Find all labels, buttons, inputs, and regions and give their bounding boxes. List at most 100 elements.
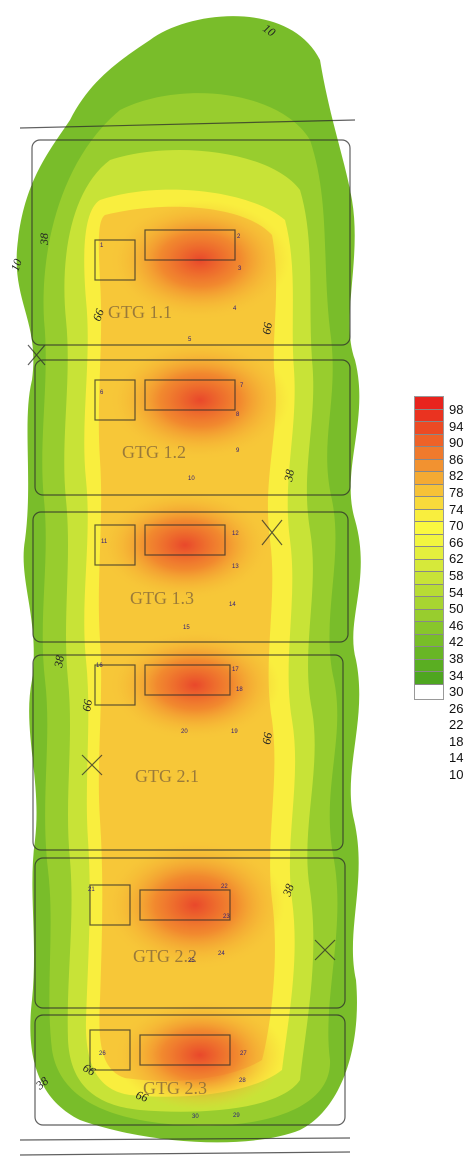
unit-label: GTG 2.2 [133,946,197,966]
unit-label: GTG 2.1 [135,766,199,786]
legend-label: 18 [449,733,464,749]
contour-value-label: 66 [79,698,95,712]
contour-value-label: 66 [134,1088,150,1105]
measurement-point-label: 12 [232,531,239,537]
measurement-point-label: 17 [232,667,239,673]
legend-swatch [415,572,443,585]
measurement-point-label: 28 [239,1078,246,1084]
legend-swatch [415,609,443,622]
legend-swatch [415,422,443,435]
legend-swatch [415,472,443,485]
legend-label: 90 [449,435,464,451]
legend-swatch [415,659,443,672]
legend-label: 66 [449,534,464,550]
contour-value-label: 66 [259,321,275,335]
measurement-point-label: 18 [236,687,243,693]
legend-labels: 98 94 90 86 82 78 74 70 66 62 58 54 50 46 42 38 34 30 26 22… [449,402,468,784]
measurement-point-label: 22 [221,884,228,890]
legend-label: 26 [449,700,464,716]
legend-label: 14 [449,750,464,766]
contour-value-label: 38 [281,468,297,483]
legend-label: 42 [449,634,464,650]
legend-swatch [415,409,443,422]
legend-label: 62 [449,551,464,567]
contour-value-label: 38 [279,882,297,899]
legend-label: 10 [449,767,464,783]
legend-label: 58 [449,567,464,583]
measurement-point-label: 27 [240,1051,247,1057]
legend-label: 94 [449,418,464,434]
legend-swatch [415,484,443,497]
measurement-point-label: 25 [188,958,195,964]
plant-layout [19,119,356,1156]
legend-label: 70 [449,518,464,534]
legend-label: 74 [449,501,464,517]
contour-value-label: 38 [51,654,67,669]
measurement-point-label: 10 [188,476,195,482]
measurement-point-label: 3 [238,266,242,272]
hotspot-gtg-1-3 [100,490,270,600]
legend-swatch [415,547,443,560]
unit-labels: GTG 1.1 GTG 1.2 GTG 1.3 GTG 2.1 GTG 2.2 GTG 2… [108,302,207,1098]
legend-label: 86 [449,451,464,467]
measurement-point-label: 6 [100,390,104,396]
legend-swatch [415,559,443,572]
legend-label: 50 [449,601,464,617]
legend-swatch [415,447,443,460]
legend-label: 46 [449,617,464,633]
legend-color-bar [414,396,444,700]
legend-label: 78 [449,484,464,500]
measurement-point-label: 9 [236,448,240,454]
measurement-point-label: 19 [231,729,238,735]
legend-swatch [415,522,443,535]
measurement-point-label: 20 [181,729,188,735]
measurement-point-label: 24 [218,951,225,957]
hotspot-gtg-2-2 [105,840,285,970]
measurement-point-label: 8 [236,412,240,418]
measurement-point-label: 15 [183,625,190,631]
measurement-point-label: 16 [96,663,103,669]
legend-swatch [415,459,443,472]
contour-value-label: 38 [37,233,51,246]
contour-value-label: 10 [8,257,25,273]
hotspot-gtg-2-3 [115,1000,285,1110]
contour-value-label: 66 [259,731,275,745]
measurement-point-label: 14 [229,602,236,608]
legend-label: 82 [449,468,464,484]
measurement-point-label: 29 [233,1113,240,1119]
legend-label: 30 [449,684,464,700]
legend-swatch [415,497,443,510]
legend-swatch [415,634,443,647]
legend-swatch [415,534,443,547]
measurement-point-label: 5 [188,337,192,343]
legend-swatch [415,397,443,410]
measurement-point-label: 11 [101,539,108,545]
measurement-point-label: 23 [223,914,230,920]
legend-label: 98 [449,402,464,417]
hotspot-gtg-2-1 [110,630,280,740]
measurement-point-label: 30 [192,1114,199,1120]
unit-label: GTG 1.3 [130,588,194,608]
legend-swatch [415,509,443,522]
measurement-point-label: 21 [88,887,95,893]
measurement-point-label: 2 [237,234,241,240]
legend-label: 38 [449,650,464,666]
unit-label: GTG 1.1 [108,302,172,322]
measurement-point-label: 1 [100,243,104,249]
measurement-point-label: 26 [99,1051,106,1057]
legend-label: 34 [449,667,464,683]
legend-swatch [415,622,443,635]
legend-label: 22 [449,717,464,733]
legend-swatch [415,597,443,610]
hotspot-gtg-1-2 [110,340,290,460]
legend-swatch [415,434,443,447]
legend-swatch [415,672,443,685]
legend-label: 54 [449,584,464,600]
measurement-point-label: 13 [232,564,239,570]
measurement-point-label: 7 [240,383,244,389]
legend-swatch [415,584,443,597]
contour-value-label: 66 [90,307,107,323]
